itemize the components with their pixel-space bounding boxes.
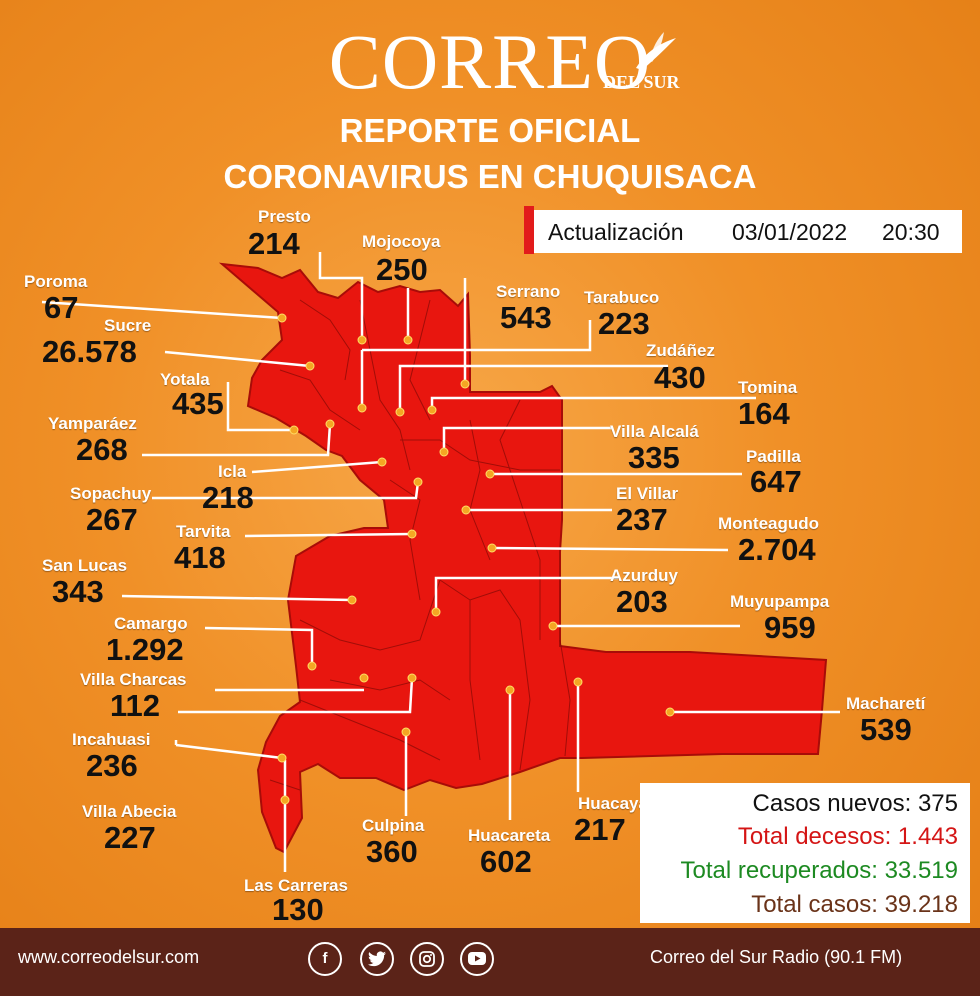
value-tarabuco: 223 xyxy=(598,306,650,341)
label-villa-abecia: Villa Abecia xyxy=(82,802,177,821)
stat-recovered: Total recuperados: 33.519 xyxy=(680,857,958,884)
map-region xyxy=(218,262,828,854)
youtube-icon[interactable] xyxy=(460,942,494,976)
stat-total: Total casos: 39.218 xyxy=(751,891,958,918)
label-tarabuco: Tarabuco xyxy=(584,288,660,307)
facebook-icon[interactable]: f xyxy=(308,942,342,976)
value-el-villar: 237 xyxy=(616,502,668,537)
label-huacaya: Huacaya xyxy=(578,794,648,813)
instagram-icon[interactable] xyxy=(410,942,444,976)
value-poroma: 67 xyxy=(44,290,79,325)
label-padilla: Padilla xyxy=(746,447,801,466)
value-padilla: 647 xyxy=(750,464,802,499)
value-huacareta: 602 xyxy=(480,844,532,879)
value-muyupampa: 959 xyxy=(764,610,816,645)
report-subtitle: CORONAVIRUS EN CHUQUISACA xyxy=(223,158,757,195)
value-serrano: 543 xyxy=(500,300,552,335)
value-sucre: 26.578 xyxy=(42,334,137,369)
label-culpina: Culpina xyxy=(362,816,425,835)
value-villa-charcas: 112 xyxy=(110,688,161,723)
value-camargo: 1.292 xyxy=(106,632,184,667)
label-sucre: Sucre xyxy=(104,316,152,335)
label-villa-alcala: Villa Alcalá xyxy=(610,422,699,441)
label-incahuasi: Incahuasi xyxy=(72,730,151,749)
value-las-carreras: 130 xyxy=(272,892,324,927)
label-yotala: Yotala xyxy=(160,370,210,389)
stat-new-cases: Casos nuevos: 375 xyxy=(752,790,958,817)
update-accent xyxy=(524,206,534,254)
label-zudanez: Zudáñez xyxy=(646,341,715,360)
radio-label: Correo del Sur Radio (90.1 FM) xyxy=(650,947,903,967)
value-tomina: 164 xyxy=(738,396,790,431)
update-time: 20:30 xyxy=(882,219,940,245)
leaf-logo-icon xyxy=(636,32,676,70)
value-huacaya: 217 xyxy=(574,812,626,847)
website-link[interactable]: www.correodelsur.com xyxy=(18,947,200,967)
label-villa-charcas: Villa Charcas xyxy=(80,670,187,689)
value-villa-abecia: 227 xyxy=(104,820,156,855)
label-huacareta: Huacareta xyxy=(468,826,551,845)
label-yamparaez: Yamparáez xyxy=(48,414,137,433)
label-camargo: Camargo xyxy=(114,614,188,633)
value-yotala: 435 xyxy=(172,386,224,421)
label-azurduy: Azurduy xyxy=(610,566,678,585)
value-zudanez: 430 xyxy=(654,360,706,395)
update-label: Actualización xyxy=(548,219,684,245)
label-el-villar: El Villar xyxy=(616,484,679,503)
label-icla: Icla xyxy=(218,462,247,481)
label-muyupampa: Muyupampa xyxy=(730,592,830,611)
value-mojocoya: 250 xyxy=(376,252,428,287)
value-monteagudo: 2.704 xyxy=(738,532,816,567)
label-sopachuy: Sopachuy xyxy=(70,484,152,503)
label-machareti: Macharetí xyxy=(846,694,926,713)
label-presto: Presto xyxy=(258,207,311,226)
value-villa-alcala: 335 xyxy=(628,440,680,475)
label-tarvita: Tarvita xyxy=(176,522,231,541)
value-icla: 218 xyxy=(202,480,254,515)
logo-subtitle: DEL SUR xyxy=(603,72,680,92)
value-incahuasi: 236 xyxy=(86,748,138,783)
label-serrano: Serrano xyxy=(496,282,561,301)
value-culpina: 360 xyxy=(366,834,418,869)
value-tarvita: 418 xyxy=(174,540,226,575)
logo: CORREO xyxy=(328,18,652,105)
update-box xyxy=(524,210,962,253)
value-yamparaez: 268 xyxy=(76,432,128,467)
value-presto: 214 xyxy=(248,226,300,261)
update-date: 03/01/2022 xyxy=(732,219,848,245)
label-monteagudo: Monteagudo xyxy=(718,514,820,533)
stats-box xyxy=(640,783,970,923)
label-san-lucas: San Lucas xyxy=(42,556,128,575)
label-tomina: Tomina xyxy=(738,378,798,397)
label-poroma: Poroma xyxy=(24,272,88,291)
report-title: REPORTE OFICIAL xyxy=(339,112,641,149)
label-mojocoya: Mojocoya xyxy=(362,232,441,251)
twitter-icon[interactable] xyxy=(360,942,394,976)
value-azurduy: 203 xyxy=(616,584,668,619)
stat-deaths: Total decesos: 1.443 xyxy=(737,823,958,850)
label-las-carreras: Las Carreras xyxy=(244,876,348,895)
value-machareti: 539 xyxy=(860,712,912,747)
value-san-lucas: 343 xyxy=(52,574,104,609)
value-sopachuy: 267 xyxy=(86,502,138,537)
